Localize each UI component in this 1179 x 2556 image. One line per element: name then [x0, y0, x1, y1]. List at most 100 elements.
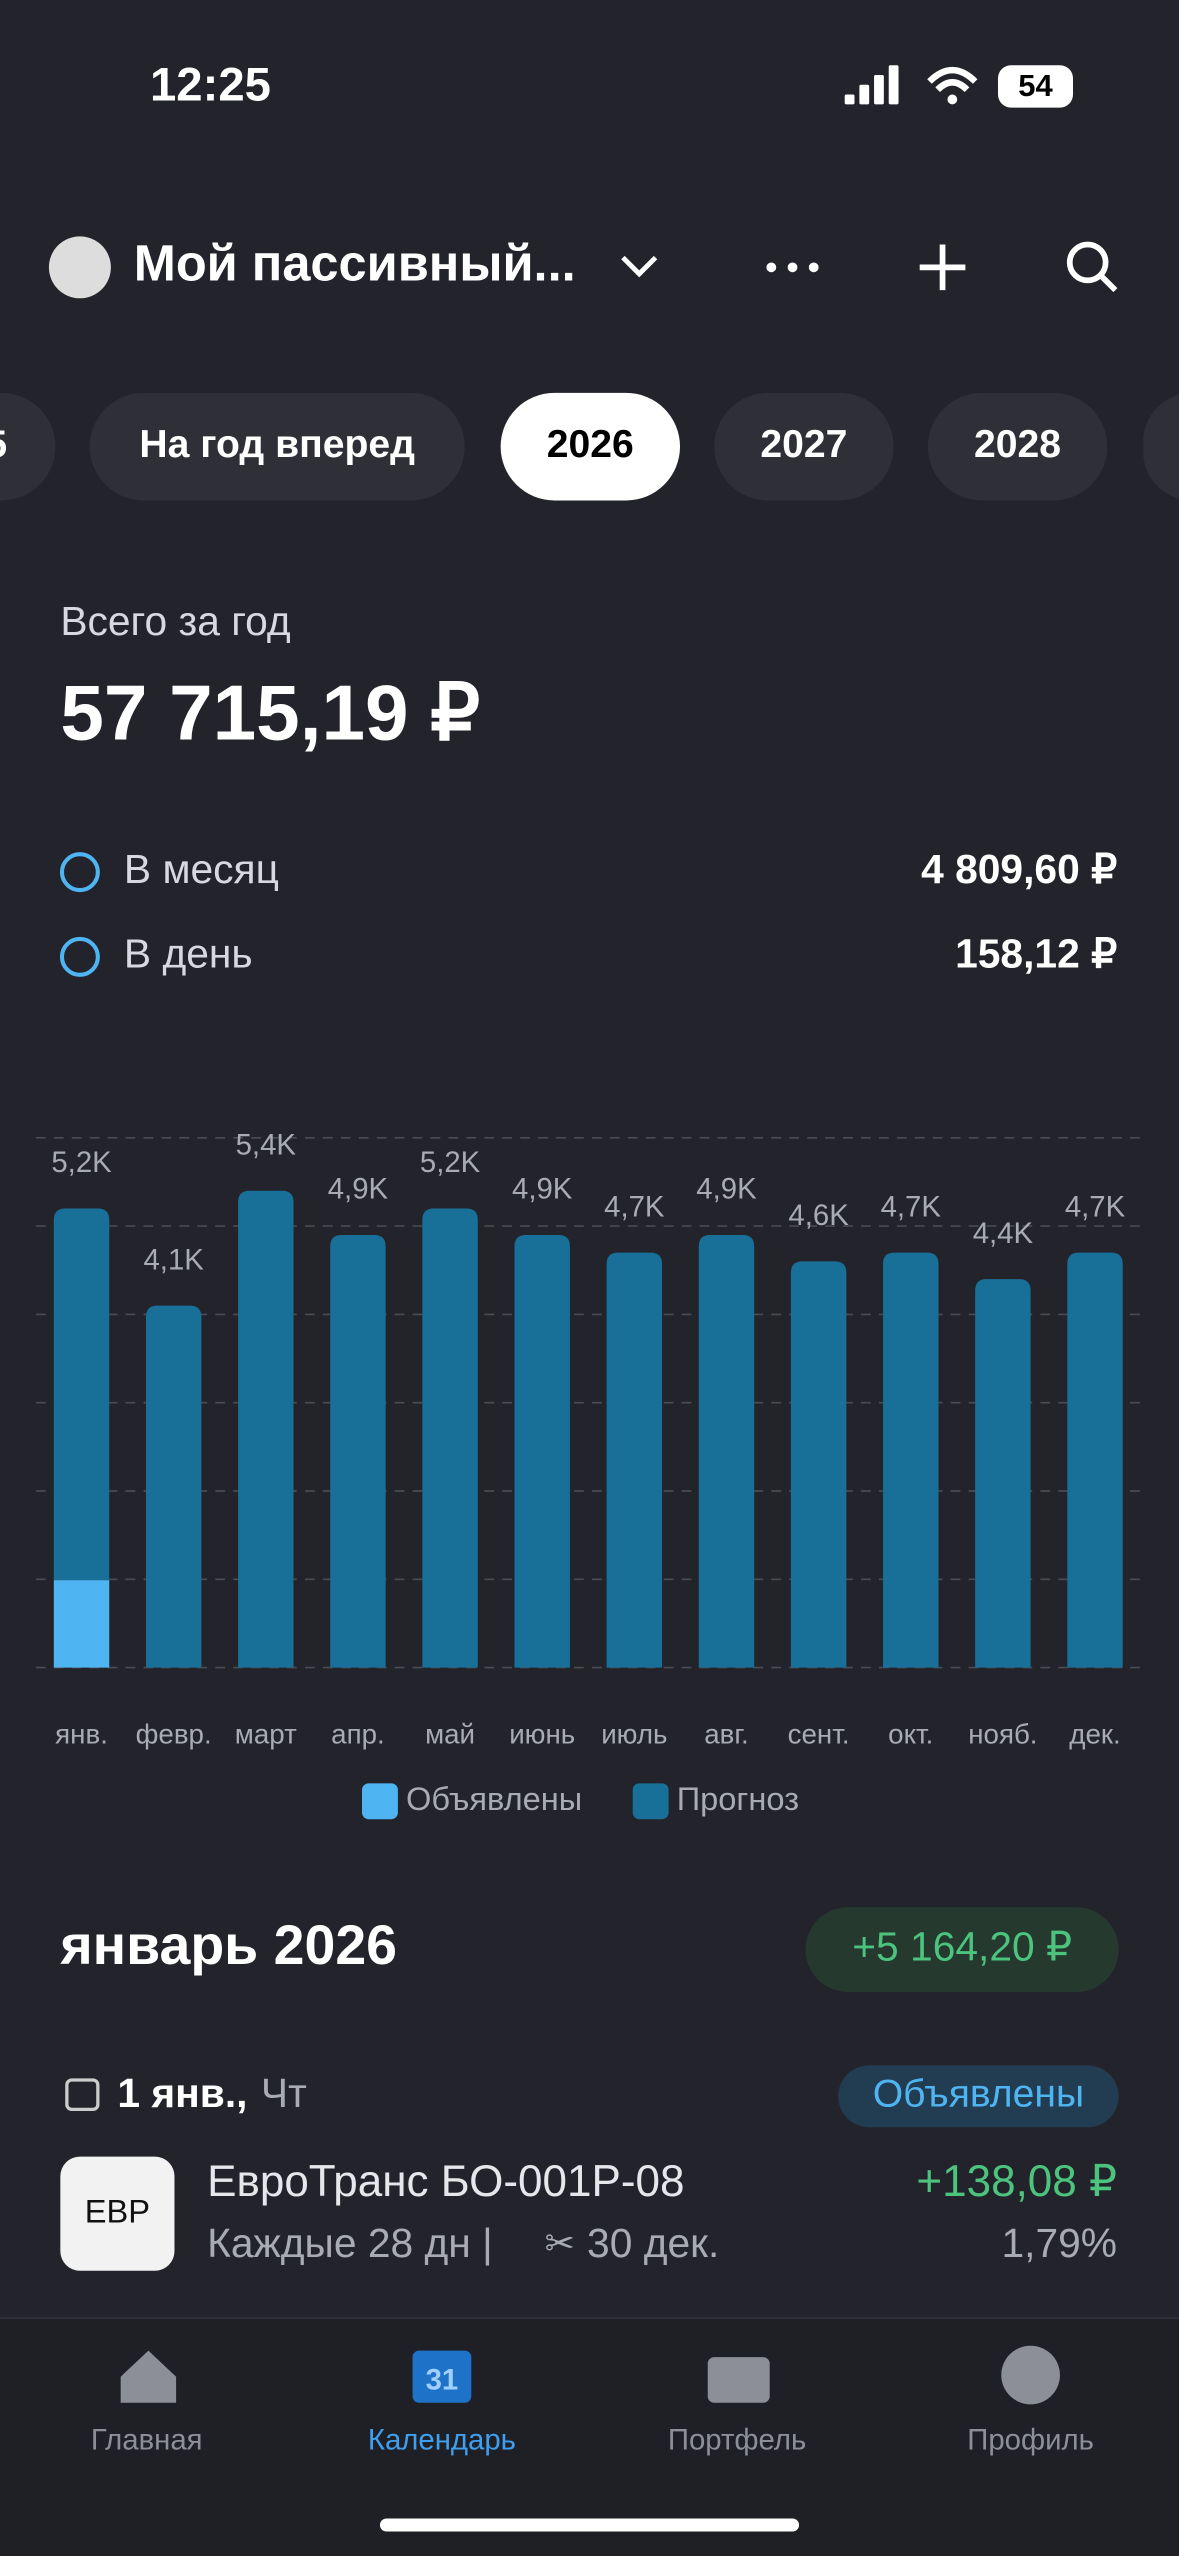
tab-label[interactable]: 2025 — [0, 423, 7, 466]
tab-label[interactable]: 2027 — [760, 423, 847, 466]
row-value: 158,12 ₽ — [955, 931, 1117, 977]
value-label: 4,4K — [973, 1217, 1034, 1250]
legend-swatch — [362, 1783, 398, 1820]
logo[interactable] — [48, 236, 111, 299]
summary-label: Всего за год — [60, 598, 291, 644]
bond-amount: +138,08 ₽ — [916, 2157, 1117, 2206]
bullet — [59, 852, 100, 893]
time: 12:25 — [150, 59, 271, 112]
value-label: 4,6K — [788, 1199, 849, 1232]
legend-swatch — [632, 1783, 669, 1820]
bar-segment — [975, 1279, 1031, 1668]
bullet — [59, 936, 100, 977]
signal — [844, 65, 899, 105]
month-total: +5 164,20 ₽ — [852, 1923, 1072, 1969]
bar-segment — [1067, 1252, 1123, 1668]
x-tick-label: янв. — [55, 1718, 108, 1749]
month-title: январь 2026 — [59, 1914, 397, 1976]
month-total-badge — [805, 1907, 1119, 1992]
bar-segment — [238, 1190, 294, 1668]
portfolio-icon[interactable] — [707, 2357, 770, 2403]
search-icon[interactable] — [1066, 241, 1118, 293]
bond-name[interactable]: ЕвроТранс БО-001Р-08 — [207, 2157, 684, 2206]
bar-segment — [514, 1234, 570, 1668]
x-tick-label: июнь — [509, 1718, 575, 1749]
value-label: 4,7K — [881, 1190, 942, 1223]
bar-segment — [330, 1234, 386, 1668]
profile-icon[interactable] — [1001, 2345, 1060, 2405]
x-tick-label: апр. — [331, 1718, 385, 1749]
legend-label: Прогноз — [677, 1780, 799, 1817]
scissors-icon: ✂ — [545, 2224, 575, 2264]
x-tick-label: июль — [601, 1718, 667, 1749]
bond-detail: Каждые 28 дн | — [207, 2220, 493, 2266]
legend-label: Объявлены — [406, 1780, 582, 1817]
nav-label[interactable]: Профиль — [967, 2424, 1094, 2457]
bar-segment — [790, 1261, 847, 1668]
bar-segment — [422, 1208, 478, 1668]
value-label: 4,9K — [512, 1173, 573, 1206]
x-tick-label: авг. — [704, 1718, 749, 1749]
value-label: 4,9K — [328, 1173, 389, 1206]
summary-total: 57 715,19 ₽ — [60, 669, 480, 757]
calendar-day: 31 — [426, 2363, 459, 2396]
bond-icon-label: ЕВР — [85, 2192, 150, 2229]
bar-segment — [698, 1234, 755, 1668]
record-date: 30 дек. — [587, 2220, 719, 2266]
x-tick-label: май — [425, 1718, 475, 1749]
x-tick-label: февр. — [136, 1718, 212, 1749]
bond-yield: 1,79% — [1001, 2220, 1117, 2266]
value-label: 5,2K — [420, 1146, 481, 1179]
tab[interactable] — [1143, 393, 1179, 501]
tab[interactable] — [0, 392, 56, 501]
row-label: В день — [124, 931, 253, 977]
x-tick-label: сент. — [788, 1718, 850, 1749]
event-status: Объявлены — [873, 2073, 1084, 2116]
calendar-icon — [65, 2078, 100, 2111]
event-weekday: Чт — [261, 2070, 307, 2116]
tabs: 2025 На год вперед 2026 2027 2028 — [0, 392, 1179, 501]
value-label: 4,9K — [696, 1173, 757, 1206]
tab[interactable] — [927, 392, 1108, 501]
more-icon[interactable] — [766, 262, 819, 273]
bond-icon[interactable] — [60, 2156, 175, 2271]
tab-label[interactable]: 2026 — [547, 423, 634, 466]
bar-segment — [606, 1252, 663, 1668]
dropdown-icon[interactable] — [621, 255, 658, 278]
bar-segment — [53, 1208, 110, 1581]
value-label: 5,2K — [51, 1146, 112, 1179]
nav-label[interactable]: Главная — [91, 2424, 203, 2457]
nav-label-active[interactable]: Календарь — [368, 2424, 516, 2457]
bar-segment — [145, 1305, 202, 1668]
tab-active[interactable] — [500, 392, 681, 501]
x-tick-label: дек. — [1069, 1718, 1120, 1749]
status-badge — [838, 2065, 1119, 2128]
value-label: 4,1K — [143, 1243, 204, 1276]
tab-bar — [0, 2318, 1179, 2556]
portfolio-title[interactable]: Мой пассивный... — [134, 235, 576, 292]
row-label: В месяц — [124, 846, 279, 892]
wifi-dot — [947, 94, 958, 105]
x-tick-label: нояб. — [968, 1718, 1037, 1749]
value-label: 5,4K — [236, 1129, 297, 1162]
x-tick-label: март — [235, 1718, 297, 1749]
home-indicator — [379, 2518, 800, 2532]
calendar-nav-icon[interactable] — [412, 2350, 472, 2403]
battery-level: 54 — [1018, 68, 1053, 103]
tab-label[interactable]: 2028 — [974, 423, 1061, 466]
add-icon[interactable] — [919, 244, 966, 291]
bar-segment — [53, 1580, 110, 1668]
tab[interactable] — [89, 392, 465, 501]
tab-label[interactable]: На год вперед — [139, 423, 415, 466]
value-label: 4,7K — [604, 1190, 665, 1223]
nav-label[interactable]: Портфель — [668, 2424, 806, 2457]
tab[interactable] — [714, 392, 894, 501]
event-date: 1 янв., — [117, 2070, 247, 2116]
row-value: 4 809,60 ₽ — [921, 846, 1117, 892]
x-tick-label: окт. — [888, 1718, 933, 1749]
bar-segment — [883, 1252, 939, 1668]
battery — [997, 65, 1074, 108]
wifi — [927, 66, 978, 93]
